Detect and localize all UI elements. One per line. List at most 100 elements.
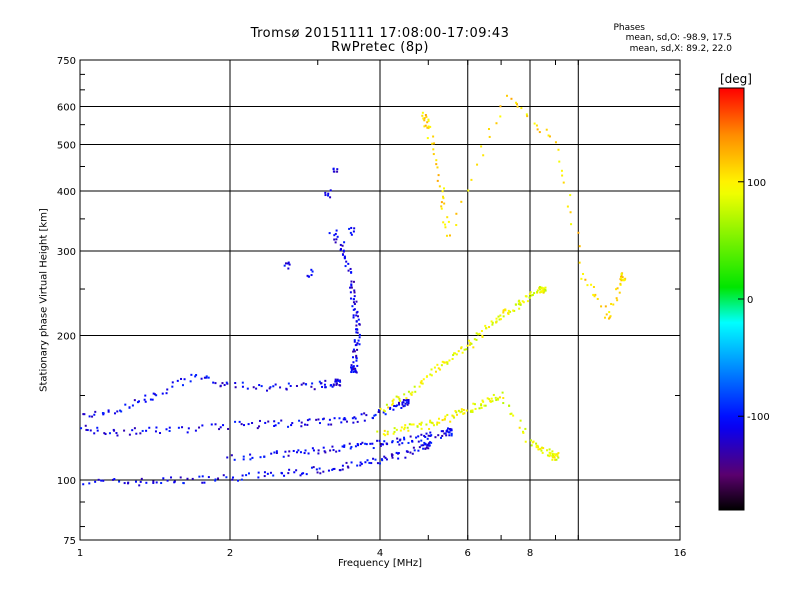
data-point	[524, 427, 527, 430]
data-point	[214, 382, 217, 385]
data-point	[272, 474, 275, 477]
data-point	[553, 456, 556, 459]
data-point	[519, 419, 522, 422]
data-point	[295, 384, 298, 387]
data-point	[272, 385, 275, 388]
data-point	[499, 318, 502, 321]
data-point	[544, 289, 547, 292]
data-point	[404, 424, 407, 427]
data-point	[171, 385, 174, 388]
data-point	[177, 426, 180, 429]
data-point	[242, 455, 245, 458]
data-point	[441, 360, 444, 363]
data-point	[257, 476, 260, 479]
data-point	[255, 387, 258, 390]
data-point	[423, 125, 426, 128]
data-point	[484, 324, 487, 327]
data-point	[538, 285, 541, 288]
data-point	[350, 367, 353, 370]
data-point	[191, 477, 194, 480]
data-point	[419, 423, 422, 426]
data-point	[186, 477, 189, 480]
data-point	[622, 279, 625, 282]
data-point	[537, 448, 540, 451]
data-point	[401, 442, 404, 445]
data-point	[432, 148, 435, 151]
data-point	[608, 311, 611, 314]
data-point	[350, 280, 353, 283]
data-point	[408, 423, 411, 426]
data-point	[560, 169, 563, 172]
data-point	[455, 411, 458, 414]
data-point	[355, 314, 358, 317]
data-point	[403, 404, 406, 407]
data-point	[201, 481, 204, 484]
data-point	[139, 480, 142, 483]
data-point	[398, 399, 401, 402]
data-point	[107, 410, 110, 413]
data-point	[350, 286, 353, 289]
data-point	[306, 423, 309, 426]
data-point	[234, 382, 237, 385]
data-point	[336, 170, 339, 173]
data-point	[434, 436, 437, 439]
data-point	[201, 424, 204, 427]
data-point	[551, 450, 554, 453]
data-point	[553, 453, 556, 456]
x-tick-label: 1	[77, 548, 83, 559]
data-point	[91, 415, 94, 418]
data-point	[440, 207, 443, 210]
data-point	[463, 412, 466, 415]
data-point	[151, 398, 154, 401]
data-point	[478, 407, 481, 410]
data-point	[159, 432, 162, 435]
data-point	[593, 295, 596, 298]
data-point	[449, 429, 452, 432]
data-point	[222, 424, 225, 427]
data-point	[113, 478, 116, 481]
data-point	[540, 449, 543, 452]
data-point	[407, 429, 410, 432]
data-point	[334, 241, 337, 244]
data-point	[305, 383, 308, 386]
data-point	[490, 397, 493, 400]
data-point	[252, 386, 255, 389]
data-point	[473, 403, 476, 406]
data-point	[488, 398, 491, 401]
y-tick-label: 500	[57, 141, 76, 152]
data-point	[470, 409, 473, 412]
data-point	[155, 481, 158, 484]
data-point	[491, 321, 494, 324]
data-point	[353, 367, 356, 370]
data-point	[355, 300, 358, 303]
data-point	[399, 438, 402, 441]
data-point	[304, 449, 307, 452]
data-point	[306, 419, 309, 422]
data-point	[152, 481, 155, 484]
data-point	[414, 390, 417, 393]
data-point	[437, 434, 440, 437]
data-point	[428, 444, 431, 447]
data-point	[198, 475, 201, 478]
data-point	[264, 421, 267, 424]
data-point	[427, 118, 430, 121]
data-point	[533, 292, 536, 295]
data-point	[620, 279, 623, 282]
data-point	[607, 317, 610, 320]
data-point	[516, 105, 519, 108]
data-point	[341, 253, 344, 256]
data-point	[603, 316, 606, 319]
data-point	[359, 443, 362, 446]
data-point	[514, 303, 517, 306]
data-point	[350, 366, 353, 369]
data-point	[615, 297, 618, 300]
data-point	[210, 423, 213, 426]
data-point	[349, 447, 352, 450]
data-point	[324, 379, 327, 382]
data-point	[214, 479, 217, 482]
data-point	[433, 142, 436, 145]
data-point	[145, 429, 148, 432]
data-point	[533, 122, 536, 125]
data-point	[273, 425, 276, 428]
data-point	[94, 410, 97, 413]
